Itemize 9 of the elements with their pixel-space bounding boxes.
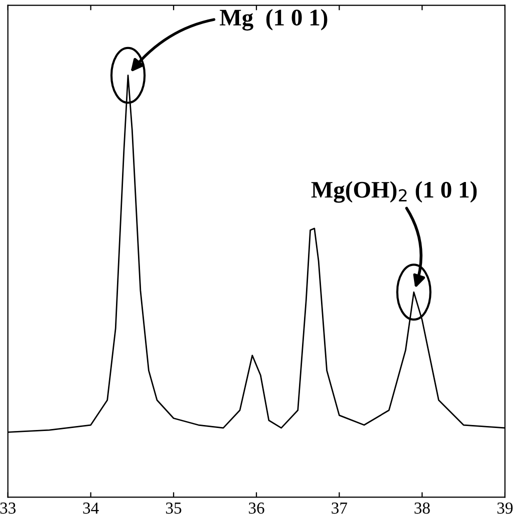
x-tick-label: 35 xyxy=(166,502,182,514)
x-tick-label: 33 xyxy=(0,502,16,514)
x-tick-label: 36 xyxy=(248,502,264,514)
x-tick-label: 34 xyxy=(83,502,99,514)
annotation: Mg (1 0 1) xyxy=(220,8,328,31)
annotation: Mg(OH)$_{2}$ (1 0 1) xyxy=(311,181,477,203)
x-tick-label: 38 xyxy=(414,502,430,514)
x-tick-label: 39 xyxy=(497,502,513,514)
x-tick-label: 37 xyxy=(332,502,348,514)
